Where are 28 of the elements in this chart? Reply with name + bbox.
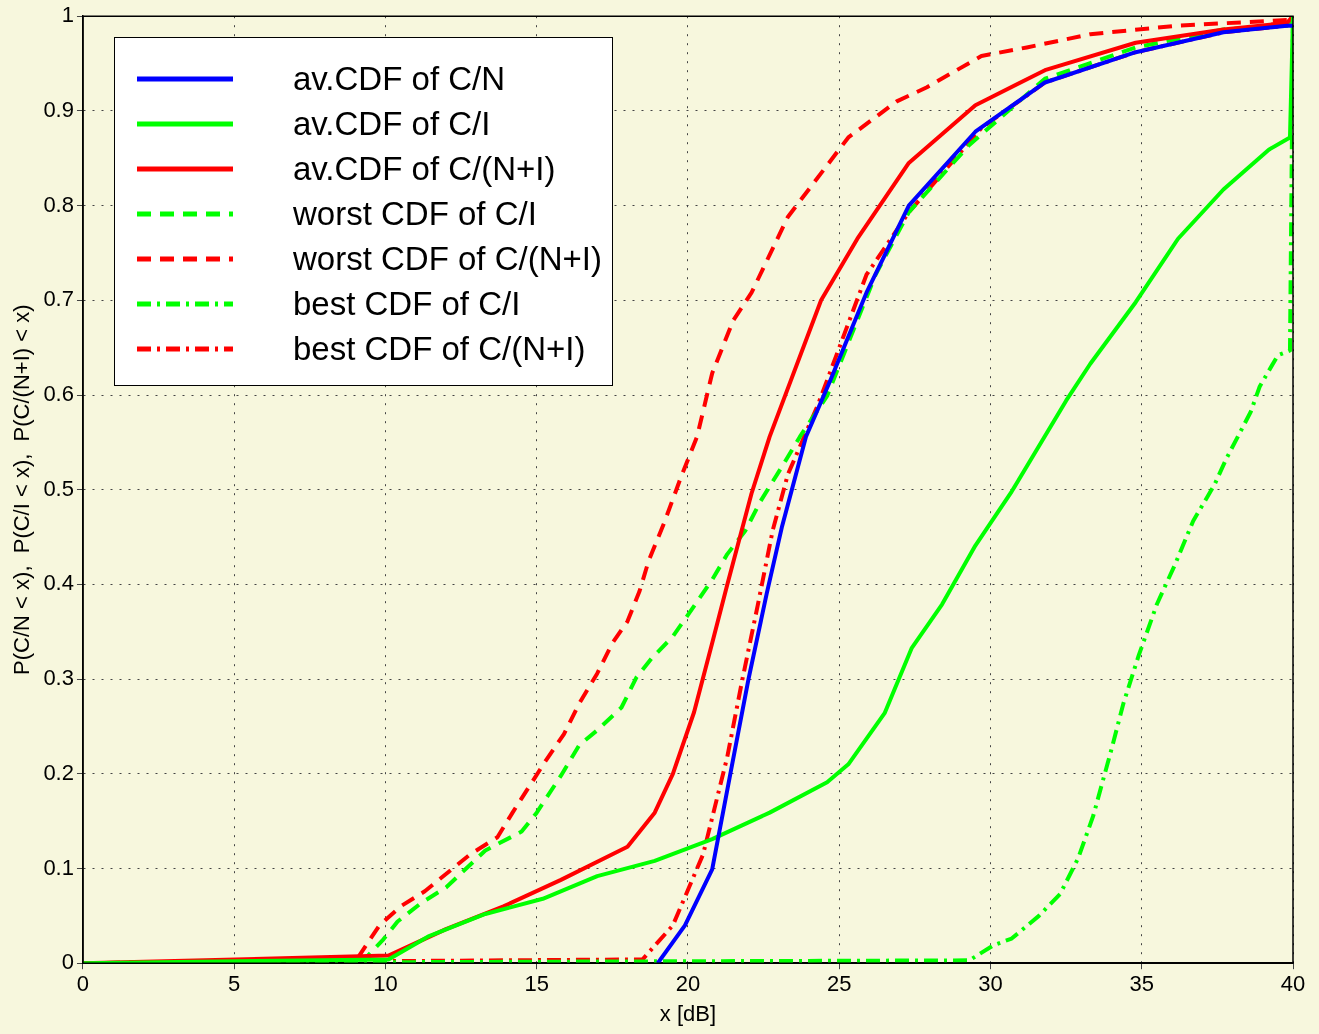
y-tick-label: 0.9 <box>43 96 74 122</box>
legend-label: av.CDF of C/I <box>292 104 491 143</box>
x-tick-label: 20 <box>675 971 701 997</box>
legend-label: worst CDF of C/(N+I) <box>292 239 602 278</box>
legend-label: best CDF of C/(N+I) <box>292 329 586 368</box>
x-tick-label: 15 <box>524 971 549 997</box>
x-tick-label: 10 <box>373 971 398 997</box>
y-tick-label: 1 <box>61 2 74 28</box>
y-tick-label: 0.5 <box>43 475 74 501</box>
y-tick-label: 0.3 <box>43 665 74 691</box>
y-tick-label: 0.8 <box>43 191 74 217</box>
x-tick-label: 35 <box>1129 971 1154 997</box>
y-tick-label: 0.1 <box>43 854 74 880</box>
y-tick-label: 0.2 <box>43 759 74 785</box>
x-tick-label: 5 <box>228 971 241 997</box>
legend-label: av.CDF of C/N <box>292 59 506 98</box>
x-axis-title: x [dB] <box>659 1000 717 1026</box>
y-tick-label: 0.4 <box>43 570 74 596</box>
x-tick-label: 30 <box>978 971 1003 997</box>
y-axis-title: P(C/N < x), P(C/I < x), P(C/(N+I) < x) <box>9 304 35 675</box>
legend-label: av.CDF of C/(N+I) <box>292 149 556 188</box>
legend-label: worst CDF of C/I <box>292 194 537 233</box>
x-tick-label: 25 <box>827 971 852 997</box>
y-tick-label: 0 <box>61 949 74 975</box>
y-tick-label: 0.7 <box>43 286 74 312</box>
x-tick-label: 40 <box>1280 971 1306 997</box>
y-tick-label: 0.6 <box>43 381 74 407</box>
legend-label: best CDF of C/I <box>292 284 521 323</box>
